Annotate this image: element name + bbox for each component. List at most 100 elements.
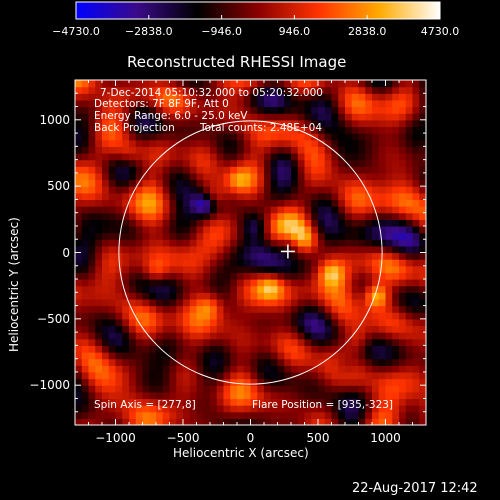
heatmap-cell	[378, 298, 387, 307]
heatmap-cell	[142, 80, 150, 88]
heatmap-cell	[277, 378, 285, 386]
heatmap-cell	[277, 418, 285, 425]
heatmap-cell	[183, 365, 191, 373]
heatmap-cell	[81, 318, 90, 327]
heatmap-cell	[338, 219, 346, 227]
heatmap-cell	[81, 312, 90, 320]
heatmap-cell	[405, 292, 414, 300]
heatmap-cell	[102, 398, 110, 406]
heatmap-cell	[358, 252, 366, 260]
heatmap-cell	[156, 371, 164, 380]
heatmap-cell	[324, 212, 333, 220]
heatmap-cell	[196, 192, 204, 201]
heatmap-cell	[176, 265, 184, 273]
heatmap-cell	[149, 225, 157, 234]
heatmap-cell	[88, 86, 96, 94]
heatmap-cell	[372, 245, 380, 254]
heatmap-cell	[102, 86, 110, 94]
heatmap-cell	[230, 365, 238, 373]
heatmap-cell	[311, 119, 319, 128]
heatmap-cell	[196, 232, 204, 240]
heatmap-cell	[291, 371, 299, 380]
heatmap-cell	[176, 411, 184, 419]
heatmap-cell	[129, 378, 137, 386]
heatmap-cell	[196, 279, 204, 287]
heatmap-cell	[149, 411, 157, 419]
heatmap-cell	[230, 219, 238, 227]
heatmap-cell	[102, 332, 110, 340]
heatmap-cell	[291, 398, 299, 406]
heatmap-cell	[419, 192, 426, 201]
heatmap-cell	[385, 398, 393, 406]
heatmap-cell	[216, 172, 225, 181]
heatmap-cell	[149, 318, 157, 327]
heatmap-cell	[169, 352, 177, 360]
heatmap-cell	[196, 345, 204, 353]
heatmap-cell	[358, 225, 366, 234]
heatmap-cell	[129, 106, 137, 114]
heatmap-cell	[196, 398, 204, 406]
heatmap-cell	[378, 365, 387, 373]
heatmap-cell	[257, 86, 265, 94]
heatmap-cell	[399, 179, 407, 187]
flare-position-label: Flare Position = [935,-323]	[252, 399, 394, 411]
heatmap-cell	[88, 385, 96, 393]
heatmap-cell	[345, 279, 353, 287]
heatmap-cell	[324, 398, 333, 406]
heatmap-cell	[419, 172, 426, 181]
heatmap-cell	[122, 113, 130, 121]
heatmap-cell	[419, 99, 426, 108]
heatmap-cell	[365, 371, 373, 380]
heatmap-cell	[331, 166, 339, 174]
heatmap-cell	[351, 239, 360, 247]
heatmap-cell	[149, 252, 157, 260]
heatmap-cell	[162, 146, 171, 154]
heatmap-cell	[183, 352, 191, 360]
heatmap-cell	[149, 133, 157, 141]
heatmap-cell	[297, 312, 306, 320]
heatmap-cell	[122, 172, 130, 181]
heatmap-cell	[169, 265, 177, 273]
heatmap-cell	[264, 332, 272, 340]
heatmap-cell	[169, 80, 177, 88]
heatmap-cell	[405, 312, 414, 320]
heatmap-cell	[304, 318, 312, 327]
heatmap-cell	[81, 146, 90, 154]
heatmap-cell	[189, 252, 198, 260]
heatmap-cell	[351, 345, 360, 353]
chart-title: Reconstructed RHESSI Image	[127, 53, 347, 71]
heatmap-cell	[399, 405, 407, 413]
heatmap-cell	[318, 405, 326, 413]
heatmap-cell	[237, 298, 245, 307]
heatmap-cell	[129, 80, 137, 88]
heatmap-cell	[223, 265, 231, 273]
heatmap-cell	[277, 318, 285, 327]
heatmap-cell	[230, 298, 238, 307]
heatmap-cell	[162, 225, 171, 234]
heatmap-cell	[75, 279, 83, 287]
heatmap-cell	[284, 133, 292, 141]
heatmap-cell	[108, 371, 117, 380]
heatmap-cell	[88, 219, 96, 227]
heatmap-cell	[331, 179, 339, 187]
heatmap-cell	[135, 186, 144, 194]
heatmap-cell	[162, 405, 171, 413]
heatmap-cell	[115, 279, 123, 287]
heatmap-cell	[81, 265, 90, 273]
heatmap-cell	[115, 106, 123, 114]
heatmap-cell	[169, 398, 177, 406]
heatmap-cell	[264, 106, 272, 114]
heatmap-cell	[345, 332, 353, 340]
heatmap-cell	[189, 398, 198, 406]
heatmap-cell	[237, 405, 245, 413]
heatmap-cell	[392, 398, 400, 406]
heatmap-cell	[331, 126, 339, 134]
heatmap-cell	[378, 345, 387, 353]
heatmap-cell	[378, 265, 387, 273]
heatmap-cell	[230, 398, 238, 406]
heatmap-cell	[162, 391, 171, 400]
heatmap-cell	[264, 365, 272, 373]
heatmap-cell	[385, 325, 393, 333]
heatmap-cell	[237, 119, 245, 128]
heatmap-cell	[230, 371, 238, 380]
